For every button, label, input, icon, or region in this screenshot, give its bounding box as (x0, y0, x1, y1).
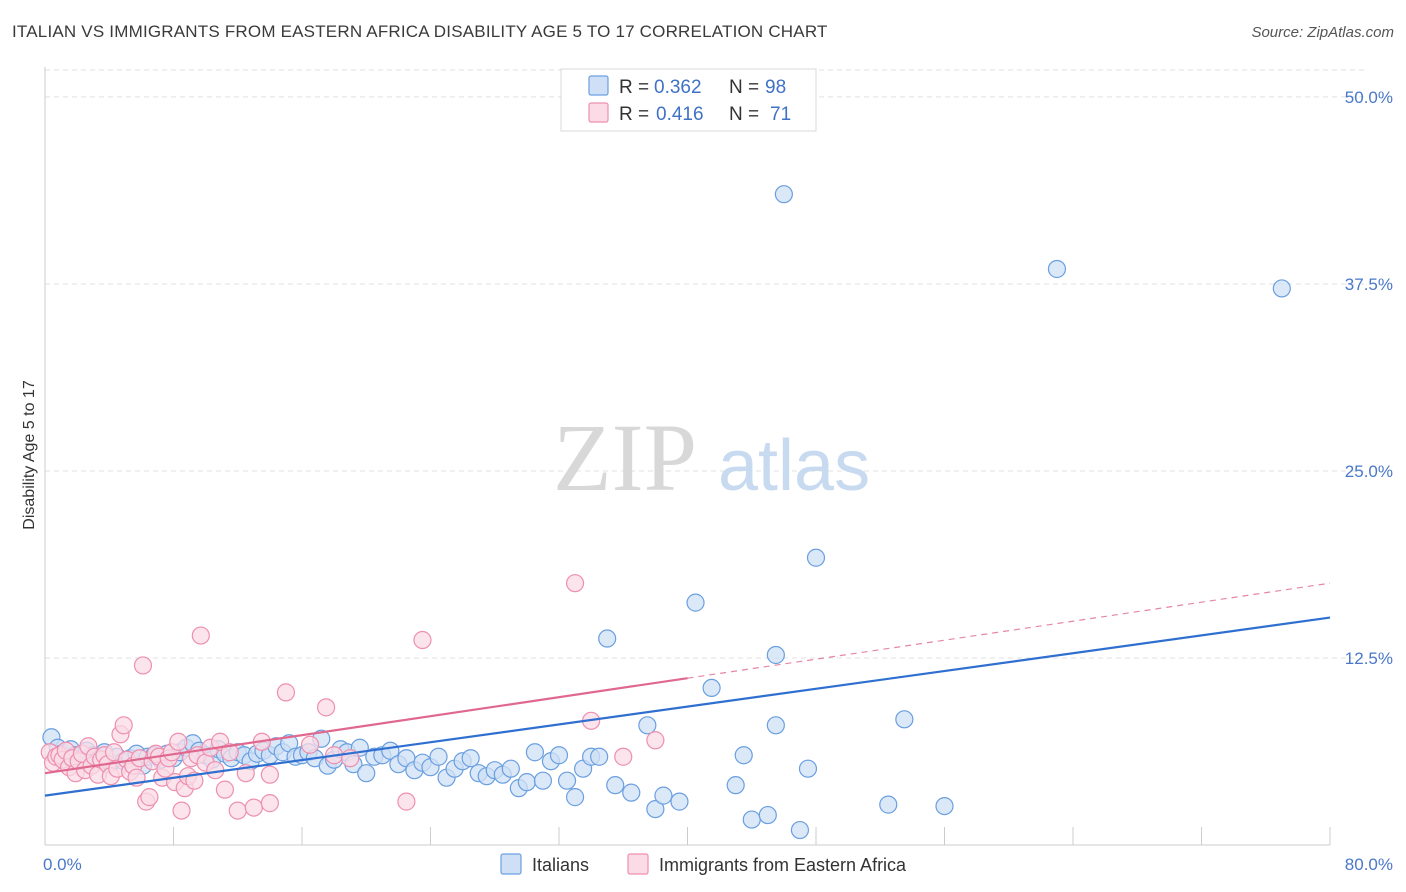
axes (44, 67, 1331, 846)
data-point-italians (879, 795, 898, 814)
trend-line-italians (44, 616, 1331, 797)
data-point-italians (549, 746, 569, 765)
chart-title: ITALIAN VS IMMIGRANTS FROM EASTERN AFRIC… (12, 22, 828, 41)
data-point-italians (598, 629, 617, 648)
legend-n-label: N = (729, 77, 759, 98)
data-point-italians (429, 747, 448, 766)
data-point-italians (461, 749, 480, 768)
data-point-italians (654, 786, 673, 805)
data-point-italians (565, 788, 585, 807)
y-tick-label: 50.0% (1345, 88, 1393, 107)
legend-n-value: 98 (765, 77, 786, 98)
data-point-italians (533, 771, 553, 790)
data-point-italians (935, 796, 954, 816)
data-point-italians (702, 678, 721, 698)
data-point-italians (670, 792, 689, 811)
legend-swatch-eastern-africa (588, 102, 609, 123)
legend-swatch-italians (588, 75, 609, 96)
data-point-italians (734, 746, 753, 765)
data-point-italians (525, 743, 545, 762)
data-point-eastern-africa (215, 780, 234, 799)
correlation-legend: R = 0.362 N = 98 R = 0.416 N = 71 (560, 68, 817, 132)
legend-swatch-eastern-africa (627, 853, 649, 875)
data-point-italians (1272, 279, 1291, 298)
legend-label-italians: Italians (532, 855, 589, 875)
data-point-eastern-africa (565, 574, 585, 593)
data-point-eastern-africa (276, 683, 296, 702)
data-point-italians (895, 710, 914, 729)
series-legend: Italians Immigrants from Eastern Africa (500, 853, 907, 875)
data-point-italians (1047, 259, 1067, 279)
data-point-italians (357, 764, 376, 783)
data-point-eastern-africa (228, 801, 247, 820)
x-tick-label: 80.0% (1345, 855, 1393, 874)
y-tick-label: 12.5% (1345, 649, 1393, 668)
data-point-italians (622, 783, 641, 802)
watermark: ZIP atlas (553, 404, 870, 511)
data-point-eastern-africa (646, 731, 665, 750)
legend-r-label: R = (619, 77, 649, 98)
legend-n-label: N = (729, 104, 759, 125)
data-point-italians (646, 799, 665, 819)
data-point-eastern-africa (413, 630, 432, 650)
x-tick-labels: 0.0% 80.0% (43, 855, 1393, 874)
data-point-eastern-africa (260, 765, 279, 784)
data-point-eastern-africa (614, 747, 633, 766)
data-point-italians (742, 810, 761, 829)
data-point-italians (774, 185, 793, 204)
data-point-italians (798, 759, 818, 778)
data-point-eastern-africa (191, 626, 210, 645)
data-point-italians (501, 759, 520, 778)
data-point-italians (790, 820, 810, 840)
legend-swatch-italians (500, 853, 522, 875)
data-point-italians (557, 771, 577, 790)
grid-lines (45, 69, 1368, 659)
y-tick-label: 25.0% (1345, 462, 1393, 481)
y-axis-title: Disability Age 5 to 17 (21, 380, 38, 530)
data-point-italians (517, 773, 536, 792)
data-point-italians (606, 776, 625, 795)
data-point-eastern-africa (114, 716, 133, 735)
data-point-italians (726, 776, 745, 795)
trend-lines (44, 582, 1331, 797)
data-point-eastern-africa (316, 698, 336, 717)
data-point-eastern-africa (244, 798, 263, 817)
source-credit: Source: ZipAtlas.com (1251, 24, 1394, 41)
data-point-eastern-africa (397, 792, 416, 811)
data-point-italians (766, 645, 785, 665)
data-point-eastern-africa (300, 735, 320, 754)
trend-line-extension-eastern-africa (687, 582, 1331, 679)
data-point-eastern-africa (133, 656, 153, 675)
data-point-italians (758, 805, 777, 825)
legend-label-eastern-africa: Immigrants from Eastern Africa (659, 855, 907, 875)
legend-r-value: 0.362 (654, 77, 702, 98)
data-point-italians (590, 747, 609, 766)
data-point-eastern-africa (140, 788, 159, 807)
legend-n-value: 71 (770, 104, 791, 125)
x-tick-label: 0.0% (43, 855, 82, 874)
data-point-italians (806, 548, 826, 567)
data-point-italians (638, 716, 657, 735)
legend-r-value: 0.416 (656, 104, 704, 125)
trend-line-eastern-africa (44, 677, 688, 775)
watermark-atlas: atlas (718, 426, 870, 506)
data-point-eastern-africa (260, 794, 279, 813)
data-point-italians (686, 593, 705, 612)
data-point-eastern-africa (220, 743, 239, 762)
data-point-eastern-africa (169, 732, 188, 751)
y-tick-label: 37.5% (1345, 275, 1393, 294)
legend-r-label: R = (619, 104, 649, 125)
data-point-eastern-africa (172, 801, 191, 820)
watermark-zip: ZIP (553, 404, 697, 511)
data-point-italians (766, 716, 785, 735)
y-tick-labels: 12.5% 25.0% 37.5% 50.0% (1345, 88, 1393, 668)
